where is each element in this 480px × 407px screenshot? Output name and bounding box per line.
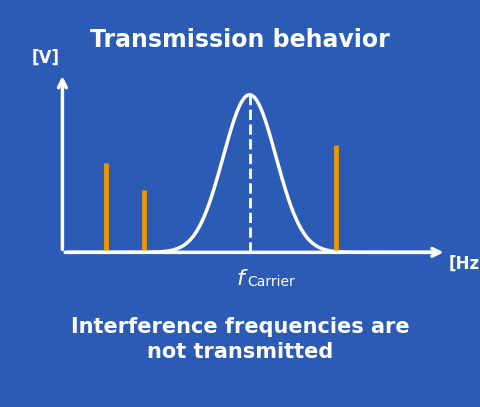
Text: Carrier: Carrier — [247, 275, 295, 289]
Text: [Hz]: [Hz] — [449, 254, 480, 272]
Text: Interference frequencies are
not transmitted: Interference frequencies are not transmi… — [71, 317, 409, 362]
Text: Transmission behavior: Transmission behavior — [90, 28, 390, 53]
Text: f: f — [237, 269, 245, 289]
Text: [V]: [V] — [32, 49, 60, 67]
